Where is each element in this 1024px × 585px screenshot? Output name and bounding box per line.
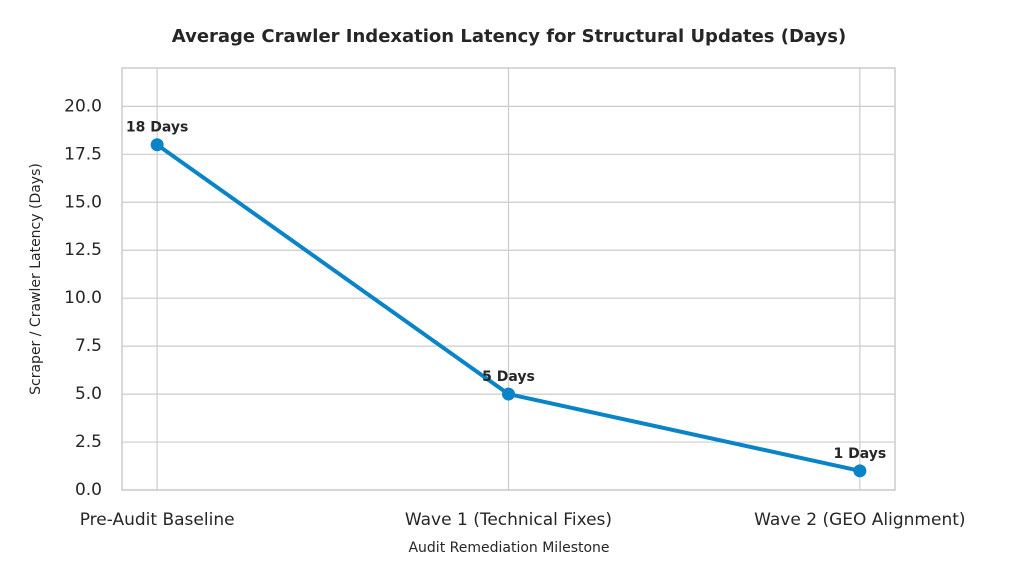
y-tick-label: 0.0	[75, 480, 102, 500]
y-axis-label: Scraper / Crawler Latency (Days)	[28, 163, 44, 395]
y-tick-label: 10.0	[64, 288, 102, 308]
y-tick-label: 20.0	[64, 96, 102, 116]
point	[853, 464, 867, 478]
point	[150, 138, 164, 152]
data-label: 1 Days	[834, 446, 887, 462]
data-label: 18 Days	[126, 120, 188, 136]
x-tick-label: Wave 1 (Technical Fixes)	[405, 510, 612, 530]
y-tick-label: 2.5	[75, 432, 102, 452]
x-axis-label: Audit Remediation Milestone	[408, 540, 609, 556]
plot-frame	[121, 67, 896, 491]
y-tick-label: 12.5	[64, 240, 102, 260]
y-tick-label: 5.0	[75, 384, 102, 404]
x-tick-label: Wave 2 (GEO Alignment)	[754, 510, 965, 530]
point	[502, 387, 515, 401]
x-tick-label: Pre-Audit Baseline	[80, 510, 235, 530]
y-tick-label: 17.5	[64, 144, 102, 164]
data-label: 5 Days	[482, 369, 535, 385]
chart-title: Average Crawler Indexation Latency for S…	[172, 26, 846, 47]
y-tick-label: 7.5	[75, 336, 102, 356]
y-tick-label: 15.0	[64, 192, 102, 212]
